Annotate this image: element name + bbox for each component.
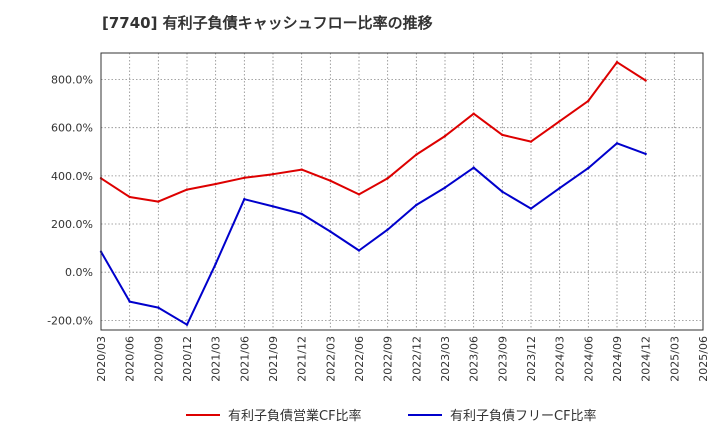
x-tick-label: 2024/06 [582,336,595,382]
x-tick-label: 2021/12 [296,336,309,382]
x-tick-label: 2023/03 [439,336,452,382]
data-point [128,300,131,303]
chart-title: [7740] 有利子負債キャッシュフロー比率の推移 [102,14,433,32]
data-point [271,172,275,176]
legend-label-2: 有利子負債フリーCF比率 [450,408,597,424]
data-point [271,205,275,208]
data-point [644,152,647,156]
x-tick-label: 2022/09 [382,336,395,382]
data-point [300,212,303,216]
data-point [615,142,619,145]
data-point [415,203,418,207]
data-point [157,200,160,203]
data-point [529,140,533,143]
data-point [386,177,389,180]
x-tick-label: 2020/12 [181,336,194,382]
data-point [243,198,246,201]
y-tick-label: -200.0% [47,314,93,327]
data-point [615,60,619,64]
data-point [243,176,246,179]
x-tick-label: 2023/06 [468,336,481,382]
data-point [443,134,447,138]
data-point [214,262,217,265]
x-tick-label: 2022/03 [324,336,337,382]
y-tick-label: 600.0% [51,122,93,135]
x-tick-label: 2025/03 [668,336,681,382]
x-tick-label: 2024/09 [611,336,624,382]
data-point [185,323,189,326]
data-point [415,153,418,156]
data-point [443,186,447,189]
data-point [472,166,475,169]
series-lines [99,60,647,326]
y-tick-label: 400.0% [51,170,93,183]
x-tick-label: 2021/06 [238,336,251,382]
data-point [587,166,590,170]
data-point [644,79,647,82]
data-point [501,133,504,137]
x-tick-label: 2023/12 [525,336,538,382]
data-point [329,179,332,182]
data-point [128,195,131,199]
data-point [157,306,160,309]
series-line-2 [100,142,647,326]
series-line-1 [100,61,647,203]
x-tick-label: 2024/12 [640,336,653,382]
y-tick-label: 0.0% [65,266,93,279]
y-tick-label: 200.0% [51,218,93,231]
axes: 2020/03 2020/06 2020/09 2020/12 2021/03 2021/… [47,52,710,382]
x-tick-label: 2021/03 [210,336,223,382]
x-tick-label: 2022/12 [410,336,423,382]
x-tick-label: 2023/09 [496,336,509,382]
data-point [558,186,561,190]
data-point [529,207,533,210]
legend: 有利子負債営業CF比率 有利子負債フリーCF比率 [186,408,597,424]
data-point [501,190,504,193]
x-tick-label: 2022/06 [353,336,366,382]
data-point [386,228,389,231]
plot-border [100,52,704,331]
x-tick-label: 2021/09 [267,336,280,382]
x-tick-label: 2020/09 [152,336,165,382]
data-point [357,193,361,196]
data-point [214,182,217,186]
data-point [472,112,475,115]
grid [100,53,704,330]
data-point [558,119,561,123]
legend-label-1: 有利子負債営業CF比率 [228,408,362,424]
x-tick-label: 2024/03 [554,336,567,382]
data-point [329,230,332,233]
data-point [357,249,361,252]
x-tick-label: 2025/06 [697,336,710,382]
data-point [587,99,590,103]
y-tick-label: 800.0% [51,73,93,86]
data-point [185,188,189,191]
x-tick-label: 2020/03 [95,336,108,382]
data-point [300,168,303,171]
x-tick-label: 2020/06 [124,336,137,382]
